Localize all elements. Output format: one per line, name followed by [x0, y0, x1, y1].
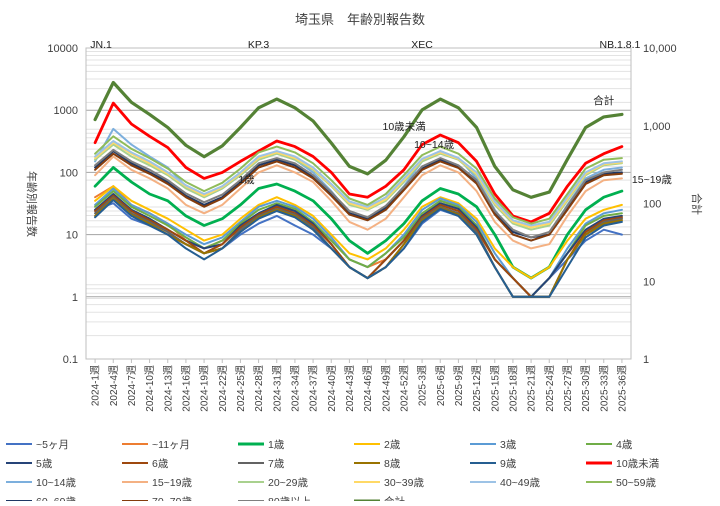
series-line	[93, 101, 624, 224]
y-tick-label-right: 1,000	[643, 121, 671, 133]
series-line	[93, 80, 624, 199]
annotation-label: 10~14歳	[414, 139, 454, 151]
legend-label: ~11ヶ月	[152, 439, 190, 451]
legend-label: 6歳	[152, 458, 169, 470]
x-tick-label: 2024-1週	[90, 365, 102, 406]
y-tick-label-left: 10000	[47, 43, 78, 55]
legend-label: 20~29歳	[268, 477, 308, 489]
chart-title: 埼玉県 年齢別報告数	[295, 12, 425, 27]
annotation-label: XEC	[411, 39, 433, 51]
x-tick-label: 2024-4週	[108, 365, 120, 406]
x-tick-label: 2024-19週	[199, 365, 211, 412]
x-tick-label: 2024-16週	[180, 365, 192, 412]
legend-label: 10歳未満	[616, 458, 660, 470]
legend-label: 8歳	[384, 458, 401, 470]
y-tick-label-left: 1000	[54, 105, 78, 117]
annotation-label: 10歳未満	[382, 121, 426, 133]
series-line	[94, 135, 623, 225]
x-tick-label: 2024-31週	[271, 365, 283, 412]
x-tick-label: 2024-37週	[308, 365, 320, 412]
annotation-label: 15~19歳	[632, 174, 672, 186]
x-tick-label: 2025-36週	[616, 365, 628, 412]
x-tick-label: 2024-49週	[380, 365, 392, 412]
series-line	[94, 140, 623, 227]
x-tick-label: 2024-7週	[126, 365, 138, 406]
y-tick-label-right: 1	[643, 354, 649, 366]
series-line	[94, 199, 623, 298]
legend-label: 1歳	[268, 439, 285, 451]
annotation-label: KP.3	[248, 39, 270, 51]
series-line	[94, 185, 623, 280]
series-line	[94, 152, 623, 242]
x-tick-label: 2025-27週	[562, 365, 574, 412]
x-tick-label: 2024-40週	[326, 365, 338, 412]
y-tick-label-right: 100	[643, 199, 661, 211]
series-line	[94, 148, 623, 239]
y-tick-label-right: 10,000	[643, 43, 677, 55]
x-tick-label: 2025-18週	[507, 365, 519, 412]
annotation-label: 1歳	[238, 174, 255, 186]
legend-label: 80歳以上	[268, 496, 311, 501]
x-tick-label: 2025-3週	[417, 365, 429, 406]
annotation-label: NB.1.8.1	[599, 39, 640, 51]
legend-label: 60~69歳	[36, 496, 76, 501]
legend-label: 7歳	[268, 458, 285, 470]
annotation-label: JN.1	[90, 39, 112, 51]
x-tick-label: 2025-12週	[471, 365, 483, 412]
legend-label: 9歳	[500, 458, 517, 470]
x-tick-label: 2025-33週	[598, 365, 610, 412]
x-tick-label: 2024-52週	[398, 365, 410, 412]
annotation-label: 合計	[593, 94, 614, 107]
series-line	[94, 143, 623, 231]
x-tick-label: 2024-10週	[144, 365, 156, 412]
legend-label: 4歳	[616, 439, 633, 451]
series-lines	[93, 80, 624, 298]
legend-label: 3歳	[500, 439, 517, 451]
legend-label: 2歳	[384, 439, 401, 451]
y-tick-label-left: 100	[60, 167, 78, 179]
x-tick-label: 2025-9週	[453, 365, 465, 406]
y-axis-label-left: 年齢別報告数	[25, 171, 39, 237]
legend-label: ~5ヶ月	[36, 439, 69, 451]
y-tick-label-left: 1	[72, 292, 78, 304]
y-tick-label-left: 10	[66, 230, 78, 242]
x-tick-label: 2025-15週	[489, 365, 501, 412]
legend-label: 15~19歳	[152, 477, 192, 489]
y-axis-label-right: 合計	[690, 193, 704, 215]
legend-label: 10~14歳	[36, 477, 76, 489]
legend-label: 40~49歳	[500, 477, 540, 489]
legend-label: 合計	[384, 495, 405, 501]
x-tick-label: 2024-13週	[162, 365, 174, 412]
y-tick-label-right: 10	[643, 276, 655, 288]
x-tick-label: 2025-24週	[544, 365, 556, 412]
x-tick-label: 2024-28週	[253, 365, 265, 412]
x-tick-label: 2024-22週	[217, 365, 229, 412]
x-tick-label: 2024-34週	[289, 365, 301, 412]
x-tick-label: 2024-46週	[362, 365, 374, 412]
plot-frame	[85, 47, 632, 360]
legend-label: 30~39歳	[384, 477, 424, 489]
legend-label: 50~59歳	[616, 477, 656, 489]
annotations: JN.1 KP.3 XEC NB.1.8.1 1歳 10歳未満 10~14歳 15~19歳 合計	[90, 39, 672, 186]
x-tick-label: 2025-30週	[580, 365, 592, 412]
y-tick-label-left: 0.1	[63, 354, 78, 366]
axes: 0.1 1 10 100 1000 10000 1 10 100 1,000 10,000 2024-…	[47, 43, 676, 412]
series-line	[94, 155, 623, 250]
x-tick-label: 2025-21週	[526, 365, 538, 412]
x-tick-label: 2024-25週	[235, 365, 247, 412]
legend-label: 70~79歳	[152, 496, 192, 501]
legend-label: 5歳	[36, 458, 53, 470]
x-tick-label: 2025-6週	[435, 365, 447, 406]
x-tick-label: 2024-43週	[344, 365, 356, 412]
